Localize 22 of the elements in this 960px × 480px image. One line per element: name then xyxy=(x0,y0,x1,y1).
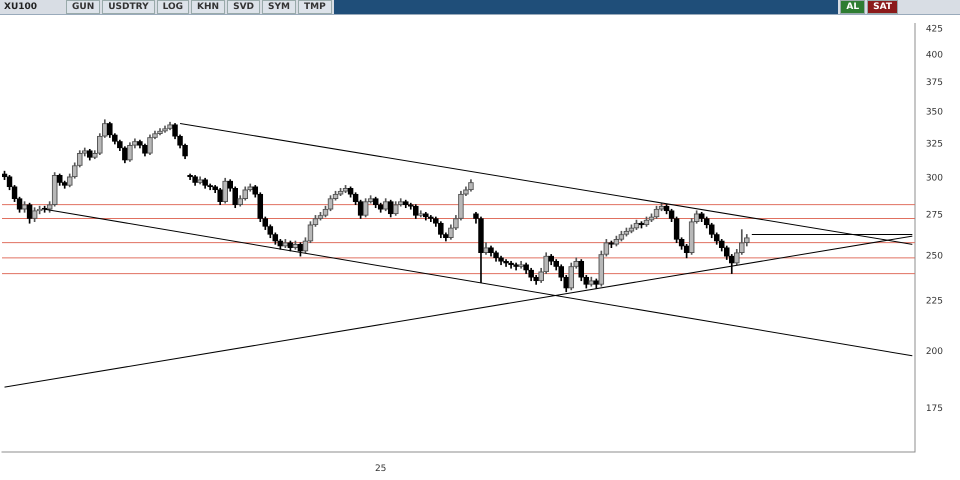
text: SAT xyxy=(867,0,898,14)
text: AL xyxy=(840,0,866,14)
x-tick-label: 25 xyxy=(374,464,386,474)
text: TMP xyxy=(298,0,332,14)
y-tick-label: 200 xyxy=(926,346,944,357)
text: GUN xyxy=(66,0,100,14)
y-tick-label: 425 xyxy=(926,24,944,35)
y-tick-label: 375 xyxy=(926,78,944,88)
y-tick-label: 350 xyxy=(926,108,944,118)
text: USDTRY xyxy=(102,0,155,14)
y-tick-label: 175 xyxy=(926,404,944,414)
y-tick-label: 275 xyxy=(926,210,944,221)
text: LOG xyxy=(156,0,190,14)
text: SYM xyxy=(262,0,296,14)
text: SVD xyxy=(227,0,260,14)
text: KHN xyxy=(191,0,226,14)
y-tick-label: 250 xyxy=(926,251,944,262)
y-tick-label: 225 xyxy=(926,296,944,306)
y-tick-label: 400 xyxy=(926,50,944,61)
chart-title: XU100 xyxy=(4,2,38,12)
y-tick-label: 325 xyxy=(926,139,944,150)
y-tick-label: 300 xyxy=(926,174,944,184)
